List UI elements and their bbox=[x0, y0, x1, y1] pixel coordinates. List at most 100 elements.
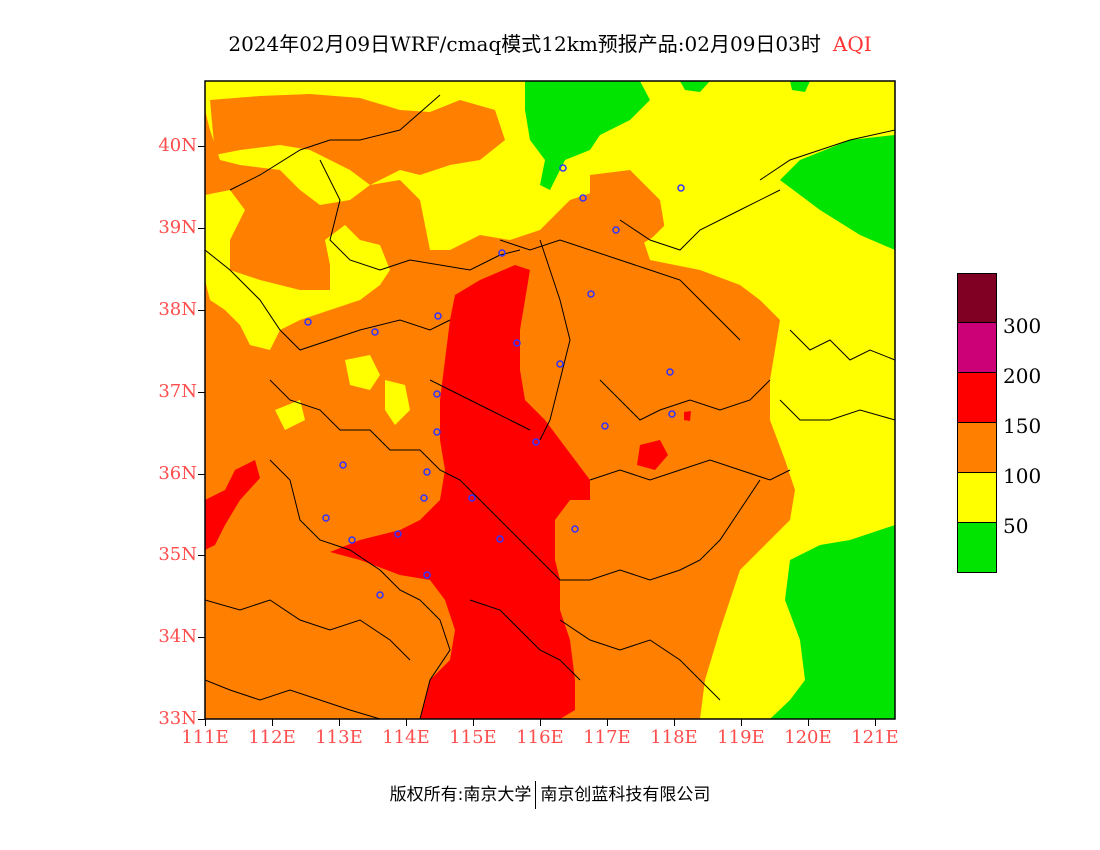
footer-credits: 版权所有:南京大学 南京创蓝科技有限公司 bbox=[0, 780, 1100, 809]
longitude-label: 112E bbox=[248, 727, 296, 748]
copyright-text: 版权所有:南京大学 bbox=[389, 785, 532, 805]
latitude-tick bbox=[198, 719, 205, 720]
blue-circle-icon bbox=[433, 428, 441, 436]
latitude-tick bbox=[198, 473, 205, 475]
blue-circle-icon bbox=[394, 530, 402, 538]
province-borders bbox=[205, 94, 895, 719]
legend-swatch-level-4 bbox=[957, 373, 997, 423]
aqi-region-green-ne bbox=[780, 135, 895, 250]
title-text: 2024年02月09日WRF/cmaq模式12km预报产品:02月09日03时 bbox=[228, 32, 821, 56]
legend-label-200: 200 bbox=[1003, 364, 1042, 388]
blue-circle-icon bbox=[423, 571, 431, 579]
longitude-tick bbox=[405, 719, 407, 726]
aqi-region-red-east bbox=[637, 440, 668, 470]
longitude-label: 119E bbox=[717, 727, 765, 748]
blue-circle-icon bbox=[601, 422, 609, 430]
latitude-label: 37N bbox=[158, 380, 197, 402]
blue-circle-icon bbox=[612, 226, 620, 234]
longitude-label: 117E bbox=[583, 727, 631, 748]
blue-circle-icon bbox=[666, 368, 674, 376]
longitude-tick bbox=[874, 719, 876, 726]
blue-circle-icon bbox=[668, 410, 676, 418]
aqi-region-red-west bbox=[205, 460, 260, 550]
aqi-region-green-north bbox=[525, 81, 650, 190]
legend-swatch-level-6 bbox=[957, 273, 997, 323]
longitude-tick bbox=[472, 719, 474, 726]
blue-circle-icon bbox=[579, 194, 587, 202]
latitude-label: 33N bbox=[158, 708, 197, 729]
blue-circle-icon bbox=[496, 535, 504, 543]
footer-divider bbox=[535, 781, 537, 809]
blue-circle-icon bbox=[677, 184, 685, 192]
longitude-tick bbox=[740, 719, 742, 726]
latitude-label: 38N bbox=[158, 299, 197, 321]
map-title: 2024年02月09日WRF/cmaq模式12km预报产品:02月09日03时 A… bbox=[0, 28, 1100, 57]
city-markers bbox=[304, 164, 685, 599]
aqi-region-orange-north2 bbox=[590, 170, 665, 245]
longitude-tick bbox=[205, 719, 206, 726]
longitude-label: 120E bbox=[784, 727, 832, 748]
longitude-tick bbox=[807, 719, 809, 726]
longitude-label: 118E bbox=[650, 727, 698, 748]
aqi-region-red-core bbox=[330, 265, 590, 719]
blue-circle-icon bbox=[322, 514, 330, 522]
longitude-label: 116E bbox=[516, 727, 564, 748]
latitude-tick bbox=[198, 391, 205, 393]
aqi-region-green-north2 bbox=[680, 81, 710, 92]
latitude-label: 40N bbox=[158, 135, 197, 157]
blue-circle-icon bbox=[498, 249, 506, 257]
blue-circle-icon bbox=[339, 461, 347, 469]
longitude-tick bbox=[673, 719, 675, 726]
blue-circle-icon bbox=[304, 318, 312, 326]
company-text: 南京创蓝科技有限公司 bbox=[540, 785, 711, 805]
aqi-region-green-north3 bbox=[790, 81, 810, 92]
longitude-label: 114E bbox=[382, 727, 430, 748]
longitude-tick bbox=[338, 719, 340, 726]
latitude-tick bbox=[198, 228, 205, 230]
latitude-tick bbox=[198, 637, 205, 639]
longitude-tick bbox=[606, 719, 608, 726]
legend-swatch-level-3 bbox=[957, 423, 997, 473]
legend-label-100: 100 bbox=[1003, 464, 1042, 488]
latitude-label: 34N bbox=[158, 626, 197, 648]
latitude-label: 39N bbox=[158, 217, 197, 239]
blue-circle-icon bbox=[556, 360, 564, 368]
aqi-region-yellow-west4 bbox=[385, 380, 410, 425]
aqi-region-red-east2 bbox=[684, 411, 691, 421]
longitude-label: 113E bbox=[315, 727, 363, 748]
blue-circle-icon bbox=[348, 536, 356, 544]
blue-circle-icon bbox=[587, 290, 595, 298]
legend-swatch-level-5 bbox=[957, 323, 997, 373]
longitude-label: 121E bbox=[851, 727, 899, 748]
latitude-label: 35N bbox=[158, 544, 197, 566]
legend-swatch-level-2 bbox=[957, 473, 997, 523]
latitude-tick bbox=[198, 146, 205, 148]
longitude-label: 115E bbox=[449, 727, 497, 748]
aqi-region-yellow-west3 bbox=[275, 400, 305, 430]
blue-circle-icon bbox=[420, 494, 428, 502]
blue-circle-icon bbox=[433, 390, 441, 398]
legend-label-300: 300 bbox=[1003, 314, 1042, 338]
latitude-tick bbox=[198, 310, 205, 312]
legend-label-150: 150 bbox=[1003, 414, 1042, 438]
blue-circle-icon bbox=[371, 328, 379, 336]
blue-circle-icon bbox=[376, 591, 384, 599]
longitude-tick bbox=[539, 719, 541, 726]
longitude-tick bbox=[271, 719, 273, 726]
blue-circle-icon bbox=[513, 339, 521, 347]
blue-circle-icon bbox=[434, 312, 442, 320]
blue-circle-icon bbox=[423, 468, 431, 476]
legend-swatch-level-1 bbox=[957, 523, 997, 573]
blue-circle-icon bbox=[468, 494, 476, 502]
legend-label-50: 50 bbox=[1003, 514, 1029, 538]
variable-label: AQI bbox=[832, 32, 872, 56]
map-frame bbox=[204, 80, 896, 720]
blue-circle-icon bbox=[532, 438, 540, 446]
aqi-legend bbox=[957, 273, 997, 573]
latitude-tick bbox=[198, 555, 205, 557]
aqi-region-yellow-west2 bbox=[345, 355, 380, 390]
aqi-region-yellow-west bbox=[205, 190, 390, 350]
longitude-label: 111E bbox=[181, 727, 229, 748]
aqi-region-green-se bbox=[770, 525, 895, 719]
